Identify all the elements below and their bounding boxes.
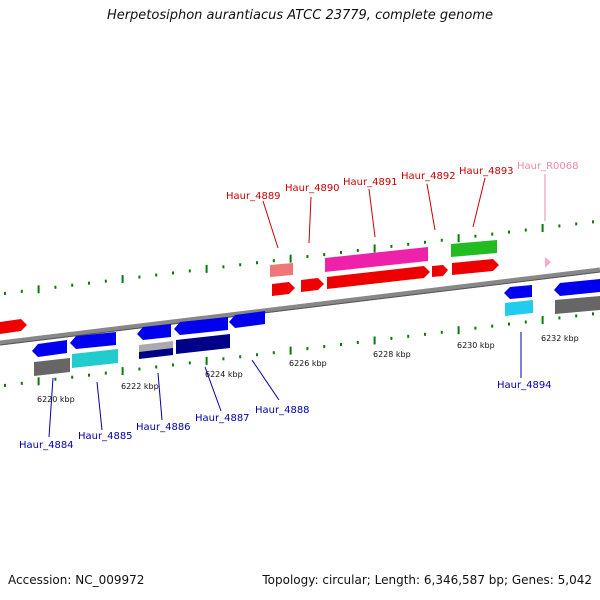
gene-arrow-4884[interactable] bbox=[32, 340, 67, 357]
map-title: Herpetosiphon aurantiacus ATCC 23779, co… bbox=[106, 8, 494, 23]
leader-4887 bbox=[204, 366, 222, 412]
genome-backbone bbox=[0, 267, 600, 346]
gene-label-4884[interactable]: Haur_4884 bbox=[19, 440, 74, 451]
scale-label-6226: 6226 kbp bbox=[289, 359, 327, 368]
gene-arrow-4887[interactable] bbox=[174, 317, 228, 335]
gene-arrow-4891-cds[interactable] bbox=[325, 247, 428, 272]
leader-4884 bbox=[48, 377, 54, 438]
gene-label-4890[interactable]: Haur_4890 bbox=[285, 183, 340, 194]
gene-arrow-4894[interactable] bbox=[504, 285, 532, 299]
leader-4891 bbox=[368, 188, 376, 238]
scale-label-6228: 6228 kbp bbox=[373, 350, 411, 359]
gene-arrow-4886-cds2[interactable] bbox=[139, 348, 173, 359]
gene-arrow-4889[interactable] bbox=[272, 282, 295, 296]
gene-arrow-4883[interactable] bbox=[0, 319, 27, 334]
gene-arrow-4889-cds[interactable] bbox=[270, 263, 293, 277]
leader-4889 bbox=[262, 200, 279, 249]
gene-arrow-4887-cds[interactable] bbox=[176, 334, 230, 354]
leader-4893 bbox=[472, 177, 486, 228]
gene-arrow-4893-cds[interactable] bbox=[451, 240, 497, 257]
gene-arrow-4890[interactable] bbox=[301, 278, 324, 292]
leader-4888 bbox=[251, 359, 280, 401]
gene-arrow-R0068[interactable] bbox=[545, 257, 551, 268]
forward-genes bbox=[0, 240, 600, 334]
genome-backbone-shadow bbox=[0, 271, 600, 346]
gene-label-4893[interactable]: Haur_4893 bbox=[459, 166, 514, 177]
gene-arrow-4888[interactable] bbox=[229, 311, 265, 328]
gene-arrow-4894-cds[interactable] bbox=[505, 300, 533, 316]
gene-arrow-4884-cds[interactable] bbox=[34, 358, 70, 376]
gene-arrow-4893[interactable] bbox=[452, 259, 499, 275]
scale-label-6222: 6222 kbp bbox=[121, 382, 159, 391]
gene-label-4894[interactable]: Haur_4894 bbox=[497, 380, 552, 391]
gene-arrow-4885[interactable] bbox=[70, 332, 116, 349]
gene-arrow-4891[interactable] bbox=[327, 266, 430, 289]
genome-summary: Topology: circular; Length: 6,346,587 bp… bbox=[262, 573, 592, 587]
gene-arrow-4895[interactable] bbox=[554, 279, 600, 296]
leader-4885 bbox=[96, 381, 103, 431]
leader-4892 bbox=[426, 183, 436, 231]
gene-arrow-4892[interactable] bbox=[432, 265, 448, 277]
gene-arrow-4885-cds[interactable] bbox=[72, 349, 118, 368]
reverse-genes bbox=[32, 285, 533, 376]
gene-label-4885[interactable]: Haur_4885 bbox=[78, 431, 133, 442]
gene-label-R0068[interactable]: Haur_R0068 bbox=[517, 161, 579, 172]
gene-label-4892[interactable]: Haur_4892 bbox=[401, 171, 456, 182]
gene-label-4887[interactable]: Haur_4887 bbox=[195, 413, 250, 424]
gene-arrow-4886[interactable] bbox=[137, 324, 171, 340]
leader-4886 bbox=[157, 372, 163, 421]
label-leaders bbox=[48, 174, 546, 438]
accession-label: Accession: NC_009972 bbox=[8, 573, 145, 587]
scale-label-6220: 6220 kbp bbox=[37, 395, 75, 404]
scale-ticks-reverse bbox=[4, 312, 594, 387]
gene-label-4888[interactable]: Haur_4888 bbox=[255, 405, 310, 416]
leader-4890 bbox=[308, 196, 312, 244]
gene-arrow-4895-cds[interactable] bbox=[555, 296, 600, 314]
scale-ticks-forward bbox=[4, 220, 594, 295]
gene-label-4886[interactable]: Haur_4886 bbox=[136, 422, 191, 433]
scale-label-6232: 6232 kbp bbox=[541, 334, 579, 343]
scale-label-6230: 6230 kbp bbox=[457, 341, 495, 350]
gene-label-4889[interactable]: Haur_4889 bbox=[226, 191, 281, 202]
gene-label-4891[interactable]: Haur_4891 bbox=[343, 177, 398, 188]
scale-label-6224: 6224 kbp bbox=[205, 370, 243, 379]
